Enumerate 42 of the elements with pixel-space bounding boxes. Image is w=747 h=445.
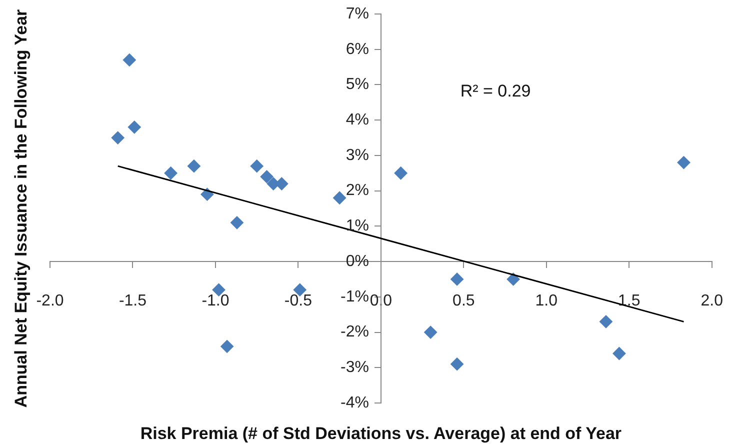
x-tick-label: -1.5 [118, 292, 147, 310]
y-tick-label: -1% [340, 288, 369, 306]
x-tick-label: -2.0 [36, 292, 64, 310]
point [424, 326, 438, 339]
point [599, 315, 612, 328]
annotation: R² = 0.29 [460, 81, 531, 100]
x-tick-label: -0.5 [284, 292, 312, 310]
x-axis-title: Risk Premia (# of Std Deviations vs. Average) at end of Year [140, 424, 622, 444]
x-tick-label: -1.0 [202, 292, 230, 310]
point [333, 191, 346, 204]
point [200, 188, 214, 201]
y-tick-label: 0% [346, 252, 369, 270]
x-tick-label: 2.0 [700, 292, 724, 310]
point [250, 160, 264, 173]
y-tick-label: -2% [340, 324, 369, 341]
point [506, 272, 520, 286]
x-tick-label: 0.0 [370, 292, 392, 310]
x-tick-label: 1.0 [535, 292, 558, 310]
point [187, 160, 200, 173]
point [111, 131, 124, 144]
y-tick-label: -3% [340, 359, 369, 376]
point [394, 166, 408, 180]
y-tick-label: 5% [346, 76, 369, 94]
x-tick-label: 0.5 [452, 292, 475, 310]
point [122, 53, 136, 66]
point [450, 358, 464, 371]
point [677, 156, 690, 170]
y-tick-label: -4% [340, 394, 369, 412]
point [450, 272, 464, 286]
point [220, 340, 234, 353]
y-axis-title: Annual Net Equity Issuance in the Following Year [12, 8, 31, 408]
point [260, 170, 274, 184]
y-tick-label: 7% [346, 5, 369, 22]
point [164, 166, 178, 180]
y-tick-label: 2% [346, 182, 369, 200]
y-tick-label: 4% [346, 111, 369, 128]
point [128, 120, 141, 134]
point [612, 346, 626, 360]
point [230, 216, 244, 230]
y-tick-label: 6% [346, 40, 369, 58]
y-tick-label: 3% [346, 146, 369, 164]
y-tick-label: 1% [346, 218, 369, 235]
